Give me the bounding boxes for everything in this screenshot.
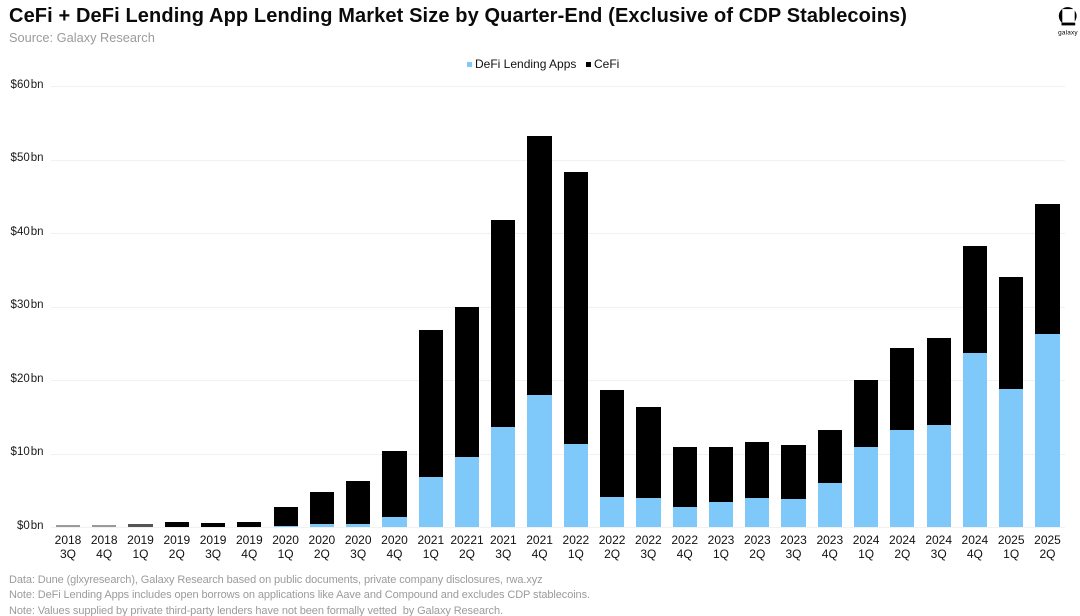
svg-text:galaxy: galaxy (1058, 30, 1078, 37)
